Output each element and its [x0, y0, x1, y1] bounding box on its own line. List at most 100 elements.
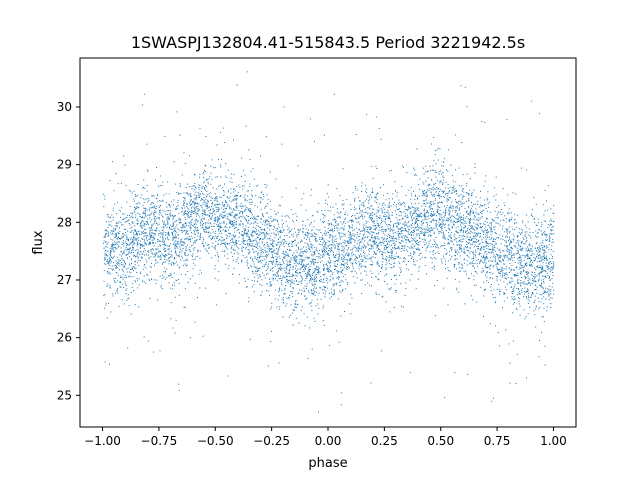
- data-point: [487, 257, 489, 259]
- data-point: [208, 252, 210, 254]
- data-point: [548, 249, 550, 251]
- data-point: [189, 225, 191, 227]
- data-point: [142, 268, 144, 270]
- data-point: [147, 169, 149, 171]
- data-point: [367, 212, 369, 214]
- data-point: [141, 256, 143, 258]
- data-point: [238, 229, 240, 231]
- data-point: [316, 276, 317, 278]
- data-point: [362, 210, 363, 212]
- data-point: [356, 272, 357, 274]
- data-point: [360, 279, 362, 281]
- data-point: [138, 306, 140, 308]
- data-point: [385, 274, 387, 276]
- data-point: [419, 189, 421, 190]
- data-point: [214, 193, 216, 195]
- data-point: [361, 185, 363, 187]
- data-point: [366, 188, 368, 190]
- data-point: [280, 275, 281, 277]
- data-point: [116, 289, 118, 291]
- data-point: [230, 208, 232, 210]
- data-point: [245, 125, 247, 127]
- data-point: [319, 250, 320, 252]
- data-point: [426, 195, 428, 197]
- data-point: [418, 235, 420, 237]
- data-point: [318, 273, 320, 275]
- data-point: [351, 255, 353, 257]
- data-point: [277, 212, 279, 213]
- data-point: [523, 309, 525, 311]
- data-point: [285, 240, 287, 242]
- data-point: [312, 260, 314, 262]
- data-point: [360, 210, 362, 212]
- data-point: [169, 210, 171, 212]
- data-point: [430, 188, 432, 190]
- data-point: [443, 215, 445, 217]
- data-point: [311, 235, 313, 237]
- data-point: [216, 209, 218, 211]
- data-point: [344, 213, 346, 215]
- data-point: [553, 261, 554, 263]
- data-point: [411, 256, 413, 258]
- data-point: [281, 284, 283, 286]
- data-point: [255, 221, 257, 223]
- data-point: [393, 238, 395, 240]
- data-point: [227, 189, 229, 191]
- data-point: [536, 232, 538, 234]
- data-point: [261, 242, 263, 244]
- data-point: [358, 261, 360, 262]
- data-point: [350, 293, 352, 295]
- data-point: [244, 199, 246, 200]
- data-point: [103, 206, 105, 208]
- data-point: [294, 240, 296, 242]
- data-point: [463, 258, 465, 260]
- data-point: [157, 195, 159, 197]
- data-point: [364, 237, 366, 239]
- data-point: [426, 219, 428, 220]
- data-point: [349, 237, 351, 239]
- data-point: [355, 247, 357, 249]
- data-point: [486, 241, 488, 243]
- data-point: [433, 250, 435, 251]
- data-point: [255, 238, 257, 240]
- data-point: [165, 213, 167, 215]
- data-point: [126, 249, 128, 251]
- data-point: [258, 277, 259, 279]
- data-point: [432, 251, 434, 253]
- data-point: [185, 223, 187, 225]
- data-point: [152, 223, 154, 225]
- data-point: [124, 263, 126, 265]
- data-point: [369, 229, 371, 231]
- data-point: [382, 255, 384, 257]
- data-point: [493, 195, 495, 197]
- data-point: [140, 244, 142, 245]
- data-point: [113, 228, 115, 230]
- data-point: [221, 202, 223, 203]
- data-point: [201, 224, 203, 226]
- data-point: [451, 241, 453, 243]
- data-point: [196, 206, 198, 208]
- data-point: [442, 224, 444, 226]
- data-point: [410, 208, 412, 210]
- data-point: [335, 203, 337, 205]
- data-point: [485, 230, 487, 232]
- data-point: [280, 269, 282, 271]
- data-point: [198, 210, 200, 212]
- data-point: [337, 245, 339, 247]
- data-point: [264, 237, 265, 239]
- data-point: [163, 221, 165, 223]
- data-point: [309, 274, 311, 276]
- data-point: [431, 203, 433, 205]
- data-point: [165, 225, 166, 227]
- data-point: [439, 188, 441, 190]
- data-point: [139, 244, 141, 246]
- data-point: [370, 270, 372, 272]
- data-point: [449, 237, 451, 239]
- data-point: [197, 230, 199, 232]
- data-point: [348, 240, 350, 242]
- data-point: [443, 161, 445, 163]
- data-point: [308, 272, 310, 274]
- data-point: [218, 239, 219, 241]
- data-point: [397, 221, 399, 223]
- data-point: [108, 263, 109, 265]
